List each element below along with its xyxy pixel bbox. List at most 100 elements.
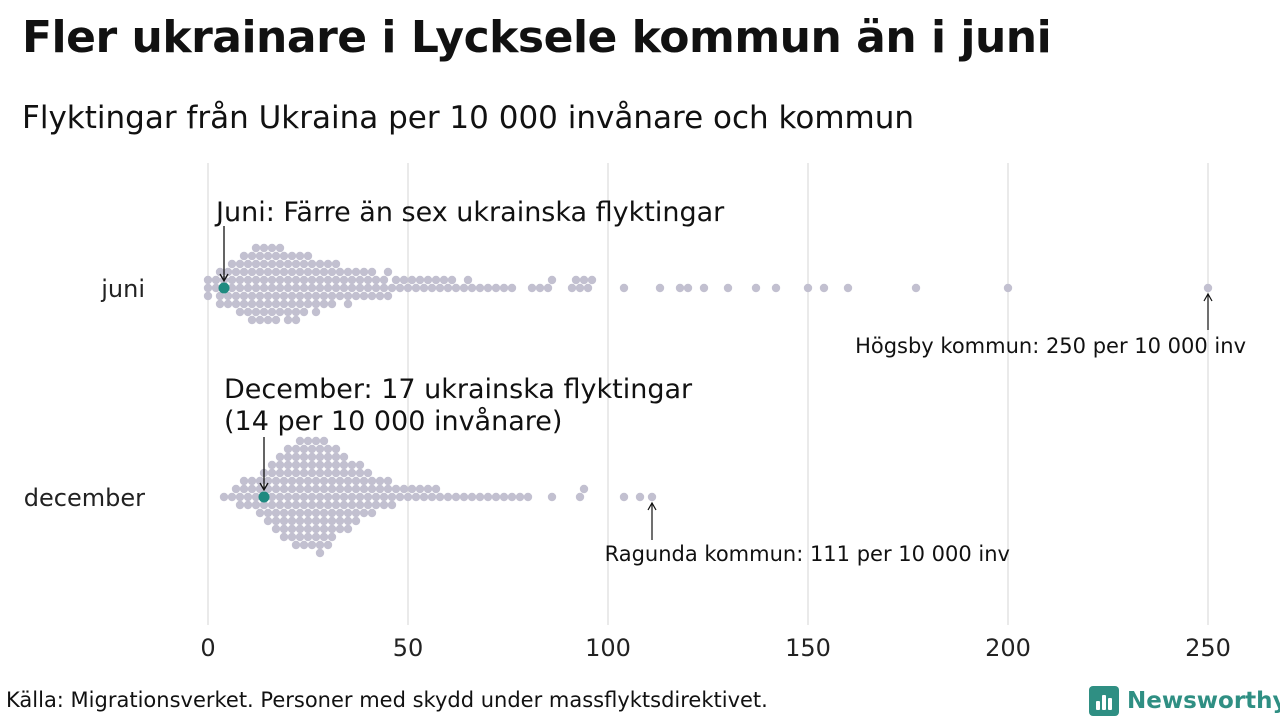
data-point: [203, 291, 213, 301]
data-point: [247, 299, 257, 309]
data-point: [295, 532, 305, 542]
data-point: [275, 283, 285, 293]
data-point: [347, 460, 357, 470]
data-point: [271, 516, 281, 526]
data-point: [263, 267, 273, 277]
data-point: [279, 267, 289, 277]
data-point: [283, 500, 293, 510]
data-point: [295, 291, 305, 301]
data-point: [335, 516, 345, 526]
data-point: [279, 476, 289, 486]
data-point: [299, 468, 309, 478]
data-point: [447, 275, 457, 285]
data-point: [291, 315, 301, 325]
data-point: [383, 291, 393, 301]
data-point: [259, 283, 269, 293]
data-point: [251, 275, 261, 285]
data-point: [499, 283, 509, 293]
data-point: [235, 275, 245, 285]
data-point: [299, 460, 309, 470]
data-point: [911, 283, 921, 293]
data-point: [339, 492, 349, 502]
data-point: [271, 476, 281, 486]
data-point: [271, 267, 281, 277]
data-point: [319, 516, 329, 526]
data-point: [307, 468, 317, 478]
data-point: [363, 283, 373, 293]
data-point: [303, 436, 313, 446]
data-point: [295, 299, 305, 309]
data-point: [271, 508, 281, 518]
data-point: [343, 508, 353, 518]
data-point: [415, 484, 425, 494]
category-label: december: [24, 484, 145, 512]
data-point: [259, 307, 269, 317]
data-point: [427, 283, 437, 293]
data-point: [287, 299, 297, 309]
data-point: [355, 468, 365, 478]
data-point: [263, 299, 273, 309]
data-point: [399, 484, 409, 494]
data-point: [307, 540, 317, 550]
data-point: [283, 307, 293, 317]
data-point: [423, 275, 433, 285]
data-point: [315, 452, 325, 462]
data-point: [311, 291, 321, 301]
data-point: [311, 532, 321, 542]
data-point: [459, 492, 469, 502]
data-point: [751, 283, 761, 293]
data-point: [567, 283, 577, 293]
data-point: [215, 299, 225, 309]
data-point: [387, 492, 397, 502]
data-point: [535, 283, 545, 293]
data-point: [419, 283, 429, 293]
chart-subtitle: Flyktingar från Ukraina per 10 000 invån…: [22, 100, 915, 136]
data-point: [619, 492, 629, 502]
data-point: [275, 307, 285, 317]
data-point: [235, 500, 245, 510]
data-point: [303, 532, 313, 542]
data-point: [263, 291, 273, 301]
data-point: [239, 476, 249, 486]
data-point: [355, 275, 365, 285]
data-point: [239, 251, 249, 261]
data-point: [323, 283, 333, 293]
data-point: [287, 508, 297, 518]
data-point: [339, 283, 349, 293]
data-point: [299, 283, 309, 293]
data-point: [291, 460, 301, 470]
data-point: [319, 476, 329, 486]
data-point: [311, 516, 321, 526]
data-point: [251, 492, 261, 502]
data-point: [247, 291, 257, 301]
data-point: [363, 468, 373, 478]
category-labels: juni december: [24, 275, 145, 512]
data-point: [343, 516, 353, 526]
data-point: [435, 283, 445, 293]
data-point: [403, 283, 413, 293]
data-point: [311, 524, 321, 534]
data-point: [571, 275, 581, 285]
data-point: [287, 524, 297, 534]
data-point: [467, 283, 477, 293]
data-point: [295, 476, 305, 486]
data-point: [699, 283, 709, 293]
data-point: [271, 524, 281, 534]
data-point: [523, 492, 533, 502]
data-point: [283, 315, 293, 325]
data-point: [375, 291, 385, 301]
data-point: [339, 275, 349, 285]
data-point: [319, 299, 329, 309]
data-point: [299, 275, 309, 285]
data-point: [311, 484, 321, 494]
arrow-head: [647, 501, 657, 511]
data-point: [259, 243, 269, 253]
data-point: [619, 283, 629, 293]
data-point: [279, 532, 289, 542]
data-point: [335, 267, 345, 277]
data-point: [239, 291, 249, 301]
data-point: [819, 283, 829, 293]
data-point: [327, 532, 337, 542]
data-point: [575, 492, 585, 502]
data-point: [327, 476, 337, 486]
